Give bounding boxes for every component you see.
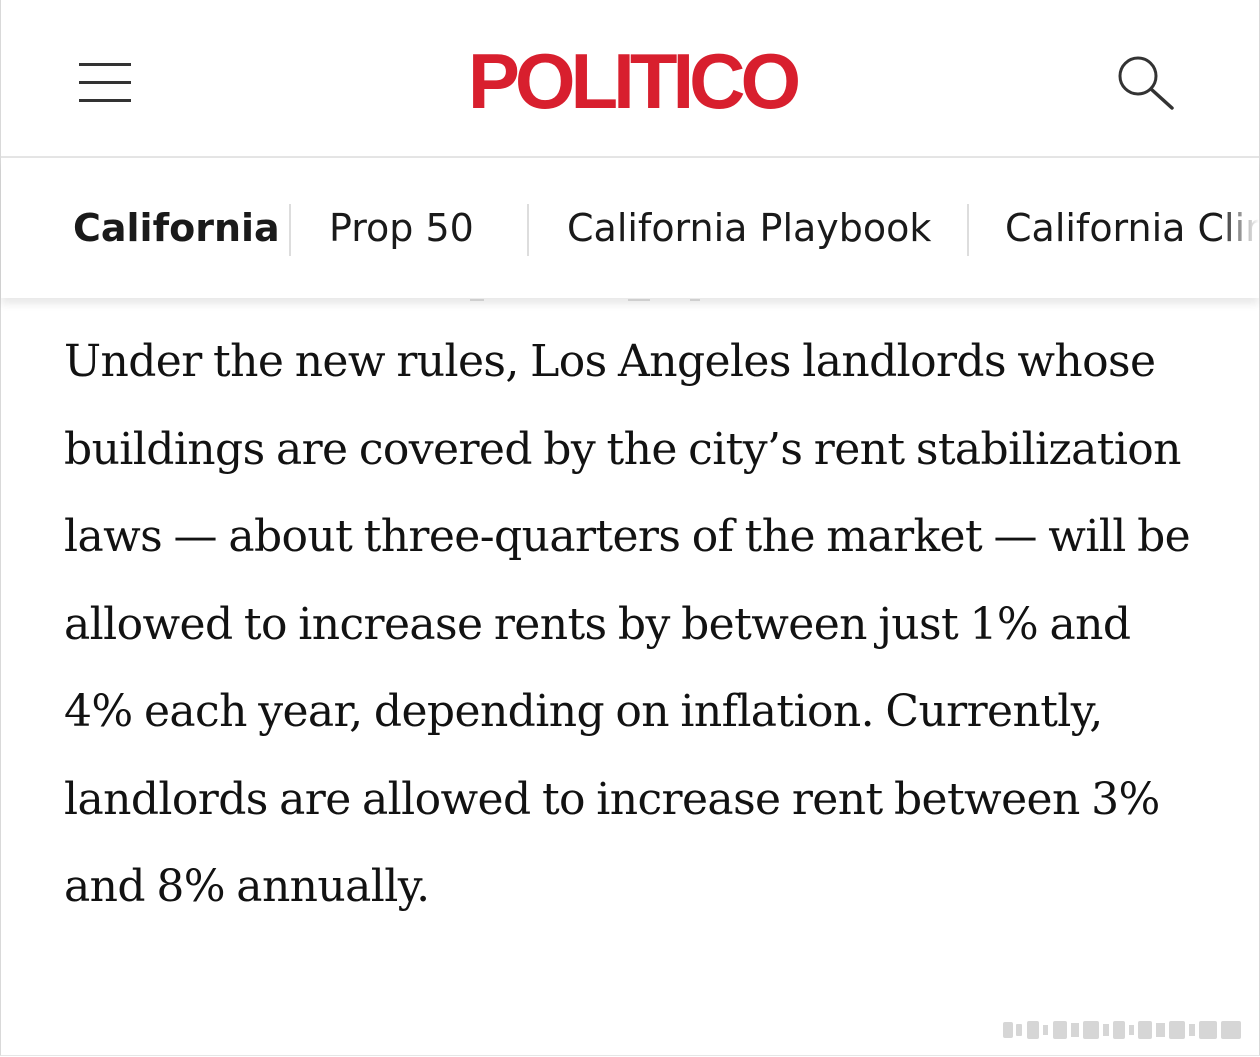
nav-item-california-climate[interactable]: California Climate bbox=[1005, 206, 1259, 250]
site-header: POLITICO bbox=[1, 0, 1259, 158]
hidden-text-remnant bbox=[460, 299, 700, 305]
politico-logo[interactable]: POLITICO bbox=[467, 37, 801, 125]
watermark-icon bbox=[1003, 1021, 1241, 1039]
article-body: Under the new rules, Los Angeles landlor… bbox=[64, 318, 1204, 931]
section-nav: California Prop 50 California Playbook C… bbox=[1, 158, 1259, 298]
nav-divider bbox=[527, 204, 529, 256]
nav-scroll-fade bbox=[1219, 158, 1259, 298]
menu-button[interactable] bbox=[79, 63, 131, 103]
nav-item-california[interactable]: California bbox=[73, 206, 280, 250]
search-button[interactable] bbox=[1113, 52, 1177, 112]
article-paragraph: Under the new rules, Los Angeles landlor… bbox=[64, 336, 1191, 912]
nav-divider bbox=[289, 204, 291, 256]
section-nav-track: California Prop 50 California Playbook C… bbox=[1, 158, 1259, 298]
nav-divider bbox=[967, 204, 969, 256]
search-icon bbox=[1118, 56, 1174, 110]
nav-item-california-playbook[interactable]: California Playbook bbox=[567, 206, 932, 250]
nav-item-prop-50[interactable]: Prop 50 bbox=[329, 206, 474, 250]
